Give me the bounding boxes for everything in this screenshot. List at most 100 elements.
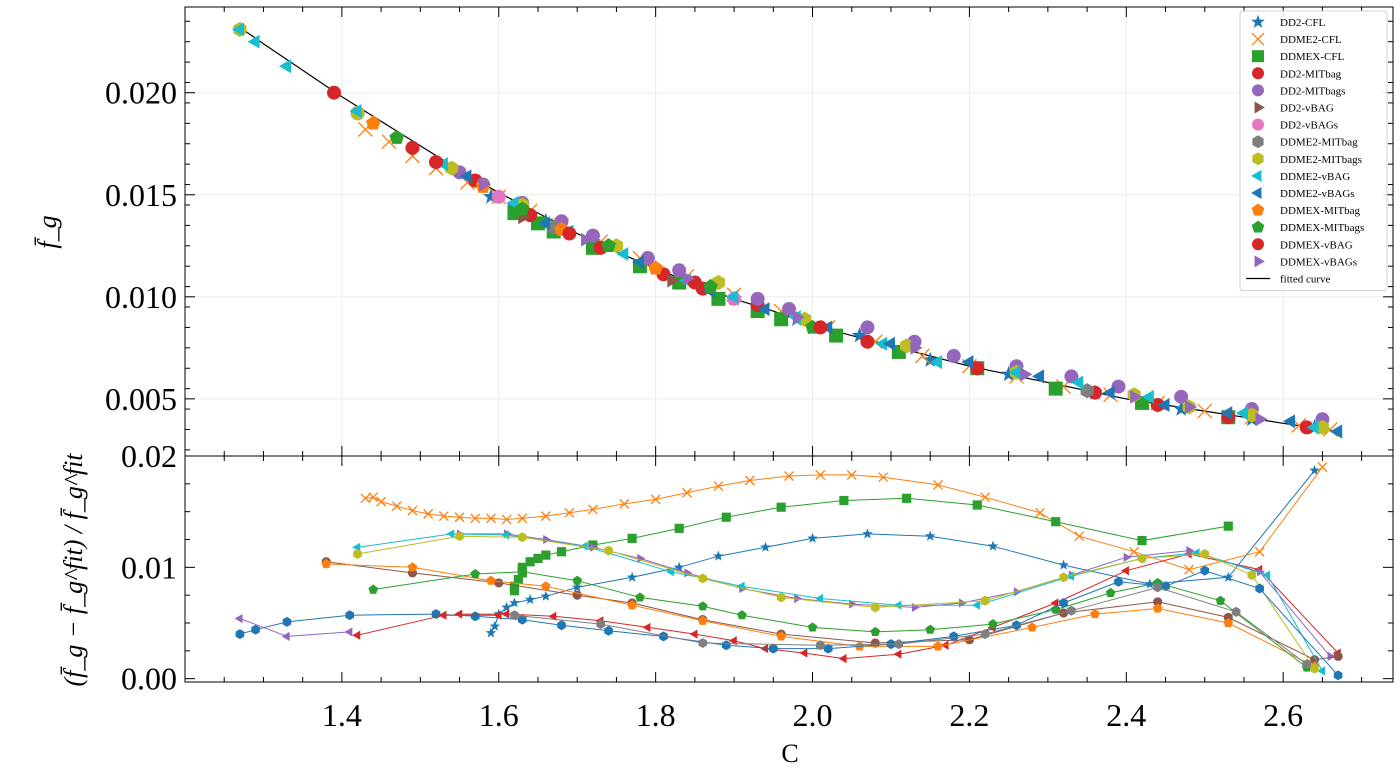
legend-item: DDME2-MITbag [1252, 135, 1358, 149]
residual-point [1255, 583, 1264, 594]
legend-item: DDMEX-MITbags [1251, 220, 1364, 234]
residual-point [1066, 571, 1075, 581]
residual-point [697, 601, 708, 611]
residual-point [470, 611, 480, 622]
residual-point [697, 615, 708, 625]
residual-line [514, 497, 1229, 591]
y-tick-label: 0.020 [105, 75, 177, 111]
data-point [537, 216, 550, 231]
legend-item: DDME2-MITbags [1252, 152, 1362, 166]
residual-point [454, 609, 463, 619]
data-point [946, 348, 961, 363]
legend-label: DD2-CFL [1280, 17, 1326, 29]
residual-point [571, 581, 583, 592]
data-point [631, 255, 644, 270]
residual-point [971, 600, 980, 610]
legend-marker [1251, 220, 1265, 233]
y-tick-label: 0.02 [121, 438, 177, 474]
legend-label: DDMEX-vBAG [1280, 239, 1353, 251]
residual-point [352, 630, 361, 640]
legend-label: fitted curve [1280, 274, 1331, 286]
legend-item: DDME2-vBAG [1251, 169, 1350, 183]
x-tick-label: 2.0 [793, 697, 833, 733]
residual-point [902, 493, 912, 503]
fitted-curve-line [239, 26, 1339, 433]
residual-point [423, 508, 434, 519]
residual-point [682, 487, 692, 498]
residual-point [1051, 517, 1061, 527]
data-point [445, 160, 459, 176]
series-ddmex-vbags [479, 177, 1268, 427]
data-point [1008, 365, 1021, 380]
residual-point [925, 624, 936, 634]
residual-point [1317, 666, 1326, 676]
legend-marker [1251, 32, 1265, 46]
legend-label: DD2-MITbags [1280, 85, 1345, 97]
residual-point [376, 496, 387, 507]
top-series-layer [231, 21, 1343, 439]
legend-label: DDME2-vBAGs [1280, 188, 1355, 200]
bottom-xlabel: C [781, 739, 798, 768]
data-point [922, 351, 939, 367]
legend-item: DD2-vBAG [1254, 101, 1334, 115]
legend-item: DD2-MITbags [1252, 84, 1345, 97]
legend-label: DD2-MITbag [1280, 68, 1342, 80]
data-point [247, 34, 260, 49]
residual-point [587, 504, 598, 515]
residual-point [870, 626, 881, 636]
data-point [1220, 406, 1233, 421]
data-point [1111, 379, 1126, 394]
data-point [667, 273, 680, 288]
residual-point [321, 558, 332, 569]
residual-point [893, 600, 902, 610]
residual-point [1152, 603, 1163, 613]
data-point [860, 320, 875, 335]
residual-series-10 [235, 565, 1343, 681]
x-tick-label: 1.8 [636, 697, 676, 733]
data-point [1080, 383, 1094, 399]
legend-marker [1254, 255, 1265, 268]
residual-point [1059, 572, 1068, 583]
data-point [726, 289, 739, 304]
legend-marker [1252, 84, 1264, 97]
data-point [1102, 385, 1115, 400]
residual-point [1121, 566, 1129, 576]
residual-point [353, 549, 362, 559]
legend-label: DD2-vBAG [1280, 103, 1334, 115]
data-point [1330, 424, 1343, 439]
data-point [491, 189, 506, 204]
data-point [581, 232, 594, 247]
data-point [514, 201, 530, 216]
legend-item: DD2-CFL [1251, 14, 1326, 29]
residual-point [407, 505, 418, 516]
residual-point [345, 610, 355, 621]
residual-point [626, 571, 638, 582]
residual-point [1191, 548, 1200, 558]
residual-line [365, 466, 1323, 571]
residual-point [235, 629, 245, 640]
series-dd2-mitbags [350, 106, 1330, 427]
y-tick-label: 0.015 [105, 177, 177, 213]
residual-point [627, 600, 637, 610]
residual-line [514, 586, 1307, 665]
legend-label: DDMEX-MITbag [1280, 205, 1361, 217]
residual-point [1309, 464, 1320, 475]
residual-point [485, 627, 497, 638]
residual-point [1058, 559, 1069, 570]
residual-point [980, 595, 990, 606]
residual-point [541, 581, 551, 591]
residual-point [518, 532, 527, 543]
residual-point [815, 469, 826, 480]
top-ylabel: f̄_g [33, 215, 62, 248]
residual-point [784, 471, 794, 481]
residual-point [1090, 609, 1100, 619]
residual-point [501, 609, 510, 619]
residual-point [438, 610, 447, 620]
residual-point [1050, 604, 1061, 614]
data-point [792, 310, 805, 325]
residual-point [721, 512, 731, 522]
residual-point [1223, 571, 1234, 582]
bottom-ylabel: (f̄_g − f̄_g^fit) / f̄_g^fit [59, 453, 88, 687]
series-dd2-cfl [482, 188, 1323, 435]
residual-point [485, 513, 496, 524]
